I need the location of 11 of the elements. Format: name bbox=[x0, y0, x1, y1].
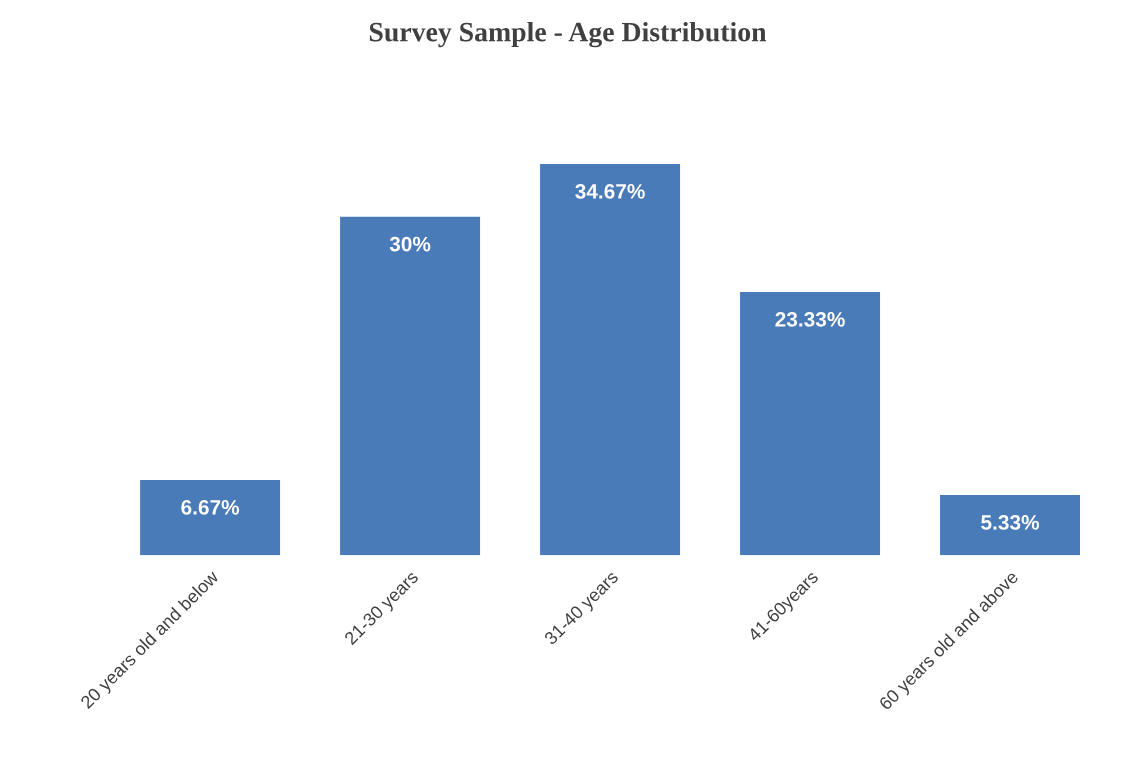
bar bbox=[740, 291, 881, 556]
bar bbox=[340, 216, 481, 556]
bar bbox=[540, 163, 681, 556]
data-label: 23.33% bbox=[775, 311, 845, 327]
data-label: 6.67% bbox=[181, 499, 240, 515]
data-label: 5.33% bbox=[981, 515, 1040, 530]
data-label: 34.67% bbox=[575, 183, 645, 199]
data-label: 30% bbox=[389, 236, 431, 252]
chart-title: Survey Sample - Age Distribution bbox=[369, 21, 767, 48]
bar bbox=[940, 495, 1081, 556]
bar bbox=[140, 479, 281, 556]
